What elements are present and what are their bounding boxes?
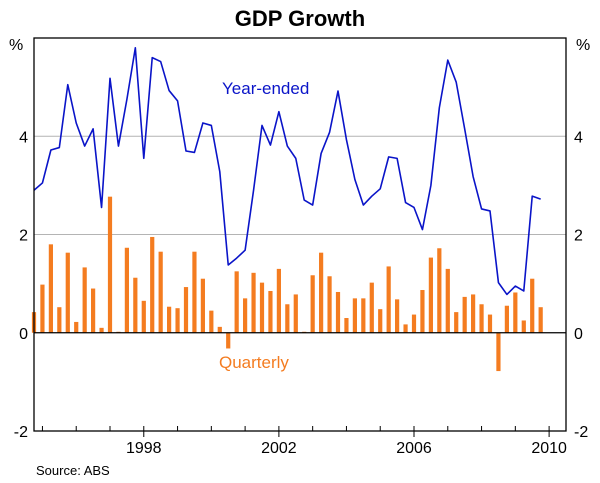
quarterly-bar-38 xyxy=(352,298,357,333)
source-note: Source: ABS xyxy=(36,463,110,478)
quarterly-bar-14 xyxy=(150,236,155,333)
plot-border xyxy=(33,37,567,432)
left-unit-label: % xyxy=(9,37,23,54)
quarterly-bar-26 xyxy=(251,272,256,333)
quarterly-bar-58 xyxy=(521,320,526,333)
right-y-axis-ticks: -2 0 2 4 xyxy=(574,129,588,441)
quarterly-bar-3 xyxy=(57,307,62,333)
quarterly-bar-46 xyxy=(420,290,425,333)
quarterly-bar-35 xyxy=(327,276,332,333)
quarterly-bar-21 xyxy=(209,310,214,333)
year-ended-line-group xyxy=(33,47,541,296)
quarterly-bar-28 xyxy=(268,290,273,333)
x-tick-label-3: 2010 xyxy=(531,440,567,457)
quarterly-bar-25 xyxy=(243,298,248,333)
quarterly-bar-20 xyxy=(200,278,205,333)
gridlines xyxy=(34,135,566,235)
quarterly-bar-24 xyxy=(234,271,239,333)
quarterly-bar-1 xyxy=(40,284,45,333)
quarterly-bar-4 xyxy=(65,252,70,333)
quarterly-bar-42 xyxy=(386,266,391,333)
quarterly-bar-53 xyxy=(479,304,484,333)
plot-frame xyxy=(33,37,567,432)
quarterly-bar-27 xyxy=(259,282,265,333)
y-tick-left-1: 0 xyxy=(19,326,28,343)
y-tick-left-3: 4 xyxy=(19,129,28,146)
quarterly-bar-37 xyxy=(344,318,349,333)
left-y-axis-ticks: -2 0 2 4 xyxy=(14,129,28,441)
quarterly-bar-47 xyxy=(428,257,433,333)
quarterly-bar-49 xyxy=(445,268,450,333)
quarterly-bar-44 xyxy=(403,324,408,333)
quarterly-bar-39 xyxy=(361,298,366,333)
quarterly-bar-13 xyxy=(141,300,146,333)
quarterly-bars xyxy=(31,196,543,372)
quarterly-bar-41 xyxy=(378,309,383,333)
y-tick-right-2: 2 xyxy=(574,228,583,245)
quarterly-bar-5 xyxy=(74,321,79,333)
y-tick-right-1: 0 xyxy=(574,326,583,343)
quarterly-bar-34 xyxy=(319,252,324,333)
y-tick-left-0: -2 xyxy=(14,424,28,441)
quarterly-bar-43 xyxy=(395,299,400,333)
x-tick-label-0: 1998 xyxy=(126,440,162,457)
quarterly-bar-51 xyxy=(462,296,467,333)
quarterly-bar-48 xyxy=(437,248,442,333)
quarterly-bar-60 xyxy=(538,307,543,333)
quarterly-bar-12 xyxy=(133,277,138,333)
x-axis-ticks: 1998 2002 2006 2010 xyxy=(41,426,567,457)
quarterly-bar-15 xyxy=(158,251,163,333)
quarterly-bar-22 xyxy=(217,326,222,333)
quarterly-bar-29 xyxy=(276,268,281,333)
quarterly-bar-31 xyxy=(293,294,298,333)
x-tick-label-1: 2002 xyxy=(261,440,297,457)
quarterly-bar-52 xyxy=(471,294,476,333)
right-unit-label: % xyxy=(576,37,590,54)
quarterly-bar-59 xyxy=(530,278,535,333)
y-tick-left-2: 2 xyxy=(19,228,28,245)
quarterly-bar-50 xyxy=(454,312,459,333)
quarterly-bar-45 xyxy=(411,314,417,333)
quarterly-bar-19 xyxy=(192,251,197,333)
quarterly-bar-57 xyxy=(513,292,518,333)
quarterly-bar-33 xyxy=(310,275,315,333)
quarterly-bar-30 xyxy=(285,304,290,333)
year-ended-line xyxy=(33,47,541,296)
quarterly-bar-36 xyxy=(335,291,341,333)
quarterly-bar-2 xyxy=(48,244,53,333)
year-ended-series-label: Year-ended xyxy=(222,79,309,98)
y-tick-right-0: -2 xyxy=(574,424,588,441)
quarterly-bar-40 xyxy=(369,282,374,333)
y-tick-right-3: 4 xyxy=(574,129,583,146)
quarterly-bar-8 xyxy=(99,327,104,333)
quarterly-bar-55 xyxy=(496,332,501,372)
quarterly-bar-56 xyxy=(504,305,509,333)
x-tick-label-2: 2006 xyxy=(396,440,432,457)
quarterly-bar-7 xyxy=(91,288,96,333)
chart-title: GDP Growth xyxy=(235,6,365,31)
quarterly-bar-17 xyxy=(175,308,180,333)
quarterly-series-label: Quarterly xyxy=(219,353,289,372)
quarterly-bar-11 xyxy=(124,247,129,333)
quarterly-bar-18 xyxy=(183,287,189,333)
quarterly-bar-16 xyxy=(167,306,172,333)
quarterly-bar-54 xyxy=(487,314,493,333)
quarterly-bar-9 xyxy=(107,196,113,333)
quarterly-bar-23 xyxy=(226,332,231,349)
quarterly-bar-6 xyxy=(82,267,87,333)
